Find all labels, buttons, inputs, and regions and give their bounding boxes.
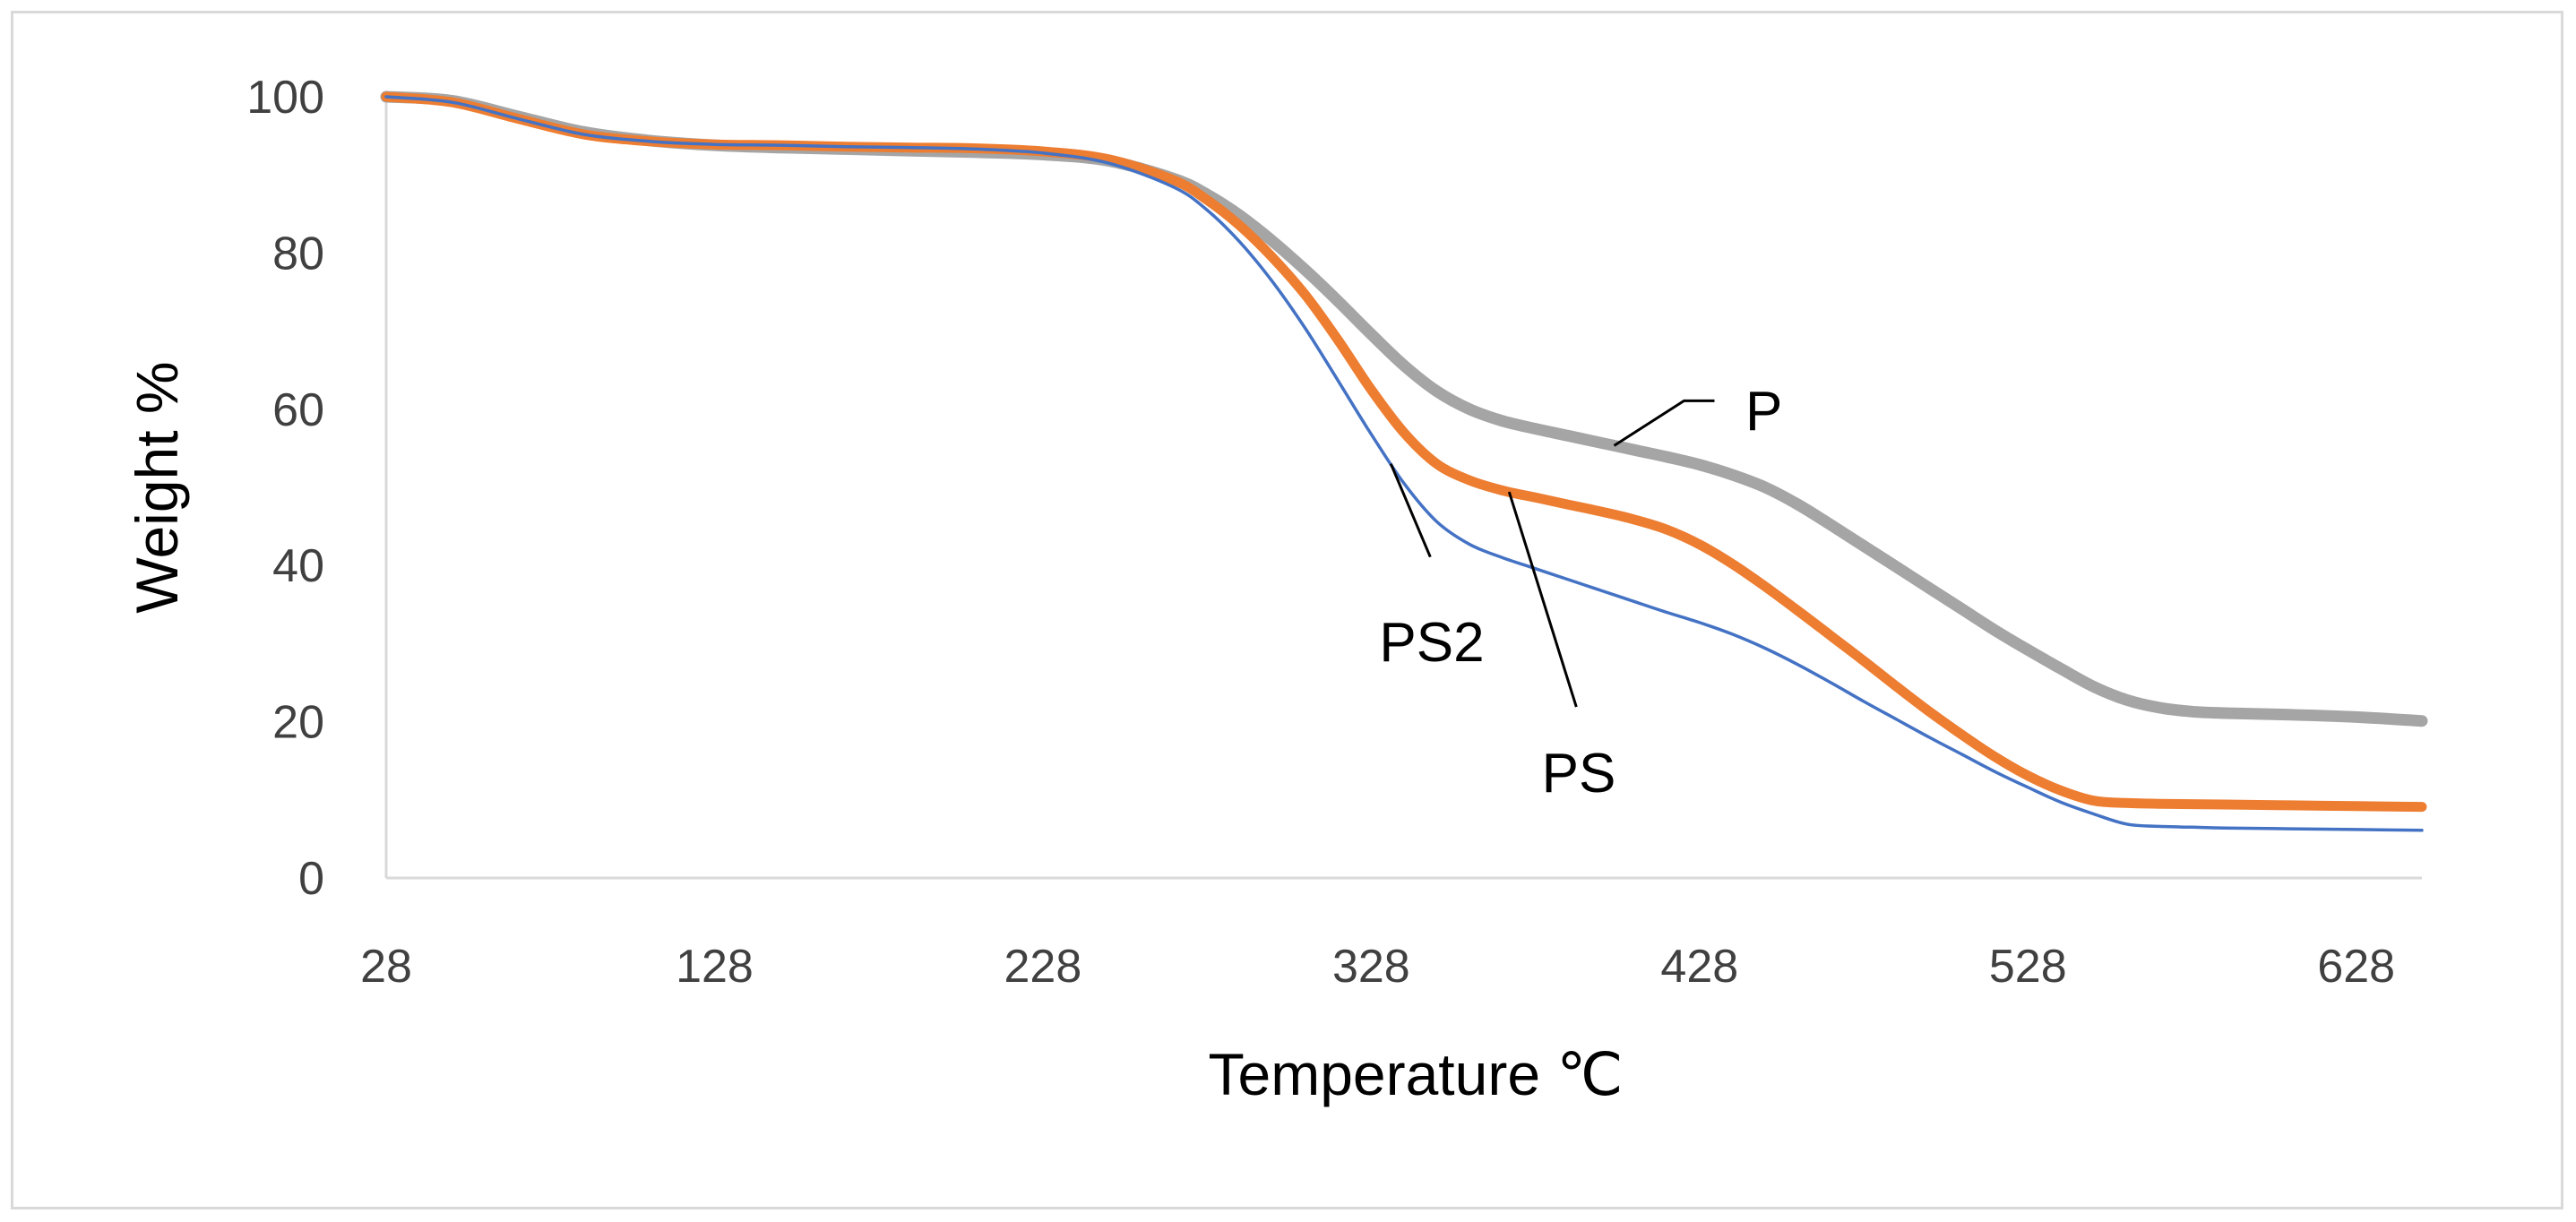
y-tick-label: 20 bbox=[272, 697, 324, 749]
annotation-leader-ps bbox=[1507, 491, 1578, 708]
annotation-label-ps: PS bbox=[1542, 743, 1616, 805]
x-tick-label: 128 bbox=[676, 941, 754, 993]
annotation-leader-ps2 bbox=[1389, 463, 1432, 558]
x-tick-label: 328 bbox=[1332, 941, 1410, 993]
x-tick-label: 28 bbox=[360, 941, 412, 993]
series-line-ps2 bbox=[384, 95, 2424, 832]
y-tick-label: 40 bbox=[272, 540, 324, 592]
y-axis-title: Weight % bbox=[124, 361, 190, 613]
x-tick-label: 528 bbox=[1989, 941, 2067, 993]
annotation-label-p: P bbox=[1745, 381, 1782, 443]
x-tick-label: 428 bbox=[1660, 941, 1738, 993]
x-tick-label: 228 bbox=[1004, 941, 1082, 993]
x-axis-title: Temperature ℃ bbox=[1209, 1041, 1624, 1107]
tick-labels: 0 20 40 60 80 100 28 128 228 328 428 528 628 bbox=[246, 72, 2395, 993]
y-tick-label: 0 bbox=[298, 853, 324, 905]
series-annotations: P PS PS2 bbox=[1379, 381, 1782, 805]
y-tick-label: 100 bbox=[246, 72, 324, 124]
chart-frame bbox=[11, 11, 2563, 1209]
annotation-label-ps2: PS2 bbox=[1379, 612, 1484, 674]
data-series bbox=[380, 90, 2428, 832]
axes bbox=[384, 97, 2422, 880]
annotation-leader-p bbox=[1613, 399, 1715, 447]
y-tick-label: 80 bbox=[272, 228, 324, 280]
y-tick-label: 60 bbox=[272, 384, 324, 436]
x-tick-label: 628 bbox=[2317, 941, 2395, 993]
